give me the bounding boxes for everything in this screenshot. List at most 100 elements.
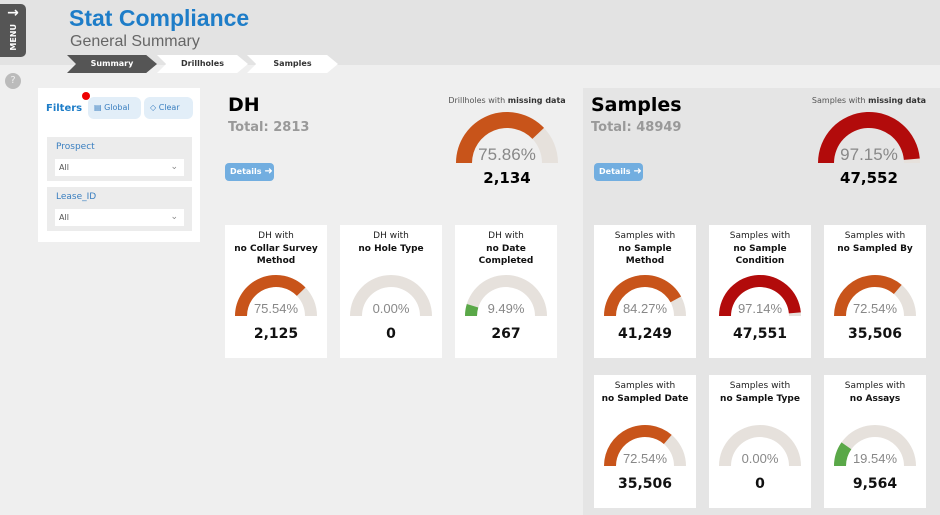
card-metric: no Sample Condition — [733, 244, 787, 266]
gauge-percent: 75.86% — [478, 145, 536, 164]
gauge-percent: 72.54% — [623, 451, 668, 466]
arrow-right-icon: ➜ — [633, 166, 642, 177]
samples-missing-label: Samples with missing data — [811, 96, 927, 105]
clear-filter-button[interactable]: ◇ Clear — [144, 97, 193, 119]
card-metric: no Sample Method — [618, 244, 672, 266]
menu-label: MENU — [8, 24, 18, 51]
gauge-track — [350, 275, 432, 316]
gauge-percent: 72.54% — [853, 301, 898, 316]
chevron-down-icon: ⌄ — [170, 212, 178, 222]
gauge-track — [834, 425, 916, 466]
card-value: 0 — [755, 476, 765, 492]
card-label: Samples with — [729, 231, 791, 241]
samples-card: Samples with no Sampled Date 72.54% 35,5… — [594, 375, 696, 508]
page-subtitle: General Summary — [70, 33, 200, 50]
lease-id-value: All — [59, 213, 69, 222]
global-label: Global — [104, 103, 130, 112]
card-label: DH with — [488, 231, 524, 241]
card-value: 47,551 — [732, 326, 788, 342]
card-value: 35,506 — [847, 326, 903, 342]
gauge-percent: 9.49% — [488, 301, 525, 316]
menu-button[interactable]: → MENU — [0, 4, 26, 57]
dh-total: Total: 2813 — [228, 120, 310, 135]
dh-card: DH with no Date Completed 9.49% 267 — [455, 225, 557, 358]
tab-drillholes[interactable]: Drillholes — [157, 55, 248, 73]
eraser-icon: ◇ — [150, 103, 157, 112]
gauge-percent: 19.54% — [853, 451, 898, 466]
active-filter-dot — [82, 92, 90, 100]
samples-card: Samples with no Sample Method 84.27% 41,… — [594, 225, 696, 358]
chevron-down-icon: ⌄ — [170, 162, 178, 172]
samples-card: Samples with no Sampled By 72.54% 35,506 — [824, 225, 926, 358]
card-label: Samples with — [844, 231, 906, 241]
card-label: DH with — [373, 231, 409, 241]
card-value: 35,506 — [617, 476, 673, 492]
lease-id-filter: Lease_ID All ⌄ — [47, 187, 192, 231]
card-value: 267 — [491, 326, 521, 342]
card-gauge: 0.00% — [719, 425, 801, 466]
gauge-fill — [604, 425, 672, 466]
gauge-fill — [604, 275, 682, 316]
prospect-select[interactable]: All ⌄ — [55, 159, 184, 176]
dh-missing-value: 2,134 — [483, 169, 531, 187]
page-title: Stat Compliance — [69, 5, 250, 31]
dh-details-button[interactable]: Details ➜ — [225, 163, 274, 181]
card-label: DH with — [258, 231, 294, 241]
details-label: Details — [230, 167, 262, 176]
card-gauge: 72.54% — [834, 275, 916, 316]
samples-missing-gauge: 97.15% — [818, 111, 920, 164]
question-circle-icon[interactable]: ? — [5, 73, 21, 89]
tab-samples[interactable]: Samples — [247, 55, 338, 73]
card-metric: no Sampled By — [837, 244, 913, 254]
samples-total: Total: 48949 — [591, 120, 682, 135]
samples-missing-value: 47,552 — [840, 169, 898, 187]
samples-card: Samples with no Sample Type 0.00% 0 — [709, 375, 811, 508]
prospect-label: Prospect — [56, 142, 95, 152]
filter-icon: ▤ — [94, 103, 102, 112]
card-metric: no Collar Survey Method — [234, 244, 318, 266]
card-value: 2,125 — [253, 326, 299, 342]
gauge-percent: 84.27% — [623, 301, 668, 316]
card-value: 9,564 — [852, 476, 898, 492]
card-label: Samples with — [614, 381, 676, 391]
lease-id-label: Lease_ID — [56, 192, 97, 202]
card-gauge: 19.54% — [834, 425, 916, 466]
dh-card: DH with no Collar Survey Method 75.54% 2… — [225, 225, 327, 358]
card-label: Samples with — [729, 381, 791, 391]
gauge-percent: 75.54% — [254, 301, 299, 316]
samples-details-button[interactable]: Details ➜ — [594, 163, 643, 181]
card-metric: no Hole Type — [358, 244, 424, 254]
card-gauge: 9.49% — [465, 275, 547, 316]
gauge-fill — [465, 303, 479, 316]
tab-summary[interactable]: Summary — [67, 55, 157, 73]
dh-missing-gauge: 75.86% — [456, 112, 558, 164]
card-label: Samples with — [614, 231, 676, 241]
card-gauge: 84.27% — [604, 275, 686, 316]
arrow-right-icon: ➜ — [264, 166, 273, 177]
gauge-fill — [456, 112, 545, 163]
lease-id-select[interactable]: All ⌄ — [55, 209, 184, 226]
gauge-fill — [719, 275, 801, 316]
gauge-percent: 97.15% — [840, 145, 898, 164]
samples-card: Samples with no Sample Condition 97.14% … — [709, 225, 811, 358]
gauge-percent: 0.00% — [742, 451, 779, 466]
card-metric: no Sample Type — [720, 394, 800, 404]
samples-card: Samples with no Assays 19.54% 9,564 — [824, 375, 926, 508]
filters-panel: Filters ▤ Global ◇ Clear Prospect All ⌄ L… — [38, 88, 200, 242]
gauge-percent: 0.00% — [373, 301, 410, 316]
samples-title: Samples — [591, 94, 682, 116]
card-value: 0 — [386, 326, 396, 342]
dh-title: DH — [228, 94, 260, 116]
card-metric: no Date Completed — [478, 244, 534, 266]
card-gauge: 0.00% — [350, 275, 432, 316]
gauge-fill — [834, 442, 852, 466]
filters-title: Filters — [46, 103, 83, 114]
arrow-right-icon: → — [7, 5, 19, 21]
card-gauge: 75.54% — [235, 275, 317, 316]
global-filter-button[interactable]: ▤ Global — [88, 97, 141, 119]
gauge-percent: 97.14% — [738, 301, 783, 316]
card-value: 41,249 — [617, 326, 673, 342]
gauge-fill — [818, 111, 920, 163]
prospect-filter: Prospect All ⌄ — [47, 137, 192, 181]
card-metric: no Sampled Date — [601, 394, 689, 404]
